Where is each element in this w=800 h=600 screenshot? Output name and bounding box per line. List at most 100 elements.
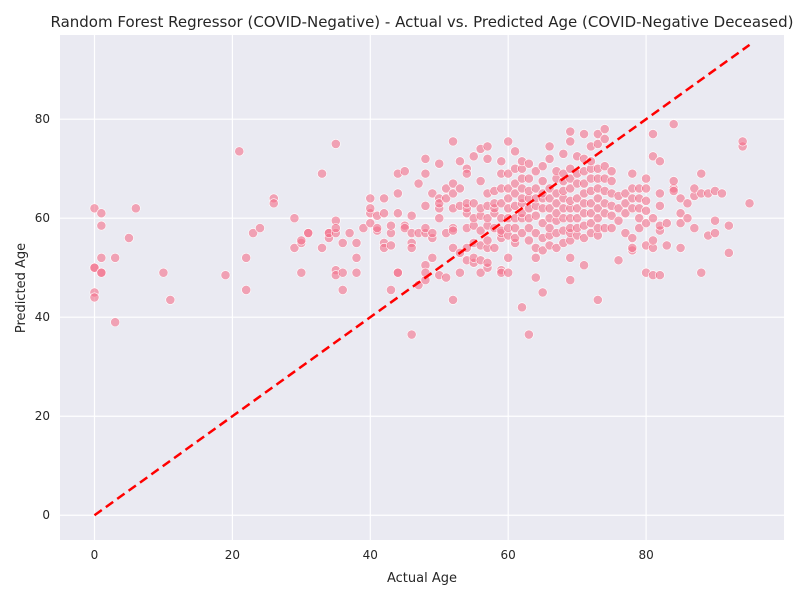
data-point [399, 223, 410, 233]
data-point [661, 240, 672, 251]
data-point [565, 136, 576, 147]
data-point [661, 218, 672, 229]
data-point [406, 210, 417, 221]
data-point [365, 218, 376, 229]
data-point [723, 247, 734, 258]
data-point [337, 285, 348, 295]
data-point [599, 124, 610, 134]
data-point [675, 193, 686, 204]
data-point [392, 188, 403, 199]
data-point [572, 193, 583, 204]
data-point [89, 292, 100, 303]
data-point [641, 183, 651, 194]
data-point [620, 228, 631, 238]
data-point [351, 238, 362, 248]
data-point [441, 272, 452, 283]
data-point [620, 198, 631, 209]
data-point [606, 176, 617, 186]
data-point [668, 119, 679, 130]
data-point [420, 200, 431, 211]
data-point [544, 141, 555, 152]
y-tick-label: 0 [42, 508, 50, 522]
data-point [503, 193, 514, 204]
data-point [330, 139, 341, 149]
data-point [448, 188, 458, 199]
data-point [668, 186, 679, 196]
data-point [613, 215, 624, 226]
data-point [420, 168, 431, 179]
data-point [461, 168, 472, 179]
data-point [551, 242, 562, 253]
data-point [503, 252, 514, 263]
data-point [165, 294, 176, 305]
data-point [386, 220, 396, 231]
data-point [448, 178, 458, 189]
data-point [723, 220, 734, 231]
data-point [406, 242, 417, 253]
data-point [503, 267, 514, 278]
data-point [420, 223, 431, 233]
data-point [268, 198, 279, 209]
data-point [448, 294, 458, 305]
data-point [255, 223, 265, 233]
x-tick-label: 0 [91, 548, 99, 562]
data-point [510, 223, 520, 233]
data-point [530, 166, 541, 177]
data-point [386, 240, 396, 251]
data-point [689, 183, 700, 194]
x-tick-label: 40 [363, 548, 378, 562]
data-point [710, 228, 720, 238]
data-point [392, 208, 403, 219]
data-point [565, 275, 576, 285]
data-point [110, 252, 121, 263]
data-point [365, 193, 376, 204]
data-point [627, 168, 638, 179]
data-point [358, 223, 369, 233]
data-point [510, 178, 520, 189]
data-point [606, 223, 617, 233]
data-point [303, 228, 314, 238]
y-tick-labels: 0 20 40 60 80 [35, 112, 50, 522]
data-point [654, 200, 665, 211]
y-tick-label: 80 [35, 112, 50, 126]
data-point [530, 272, 541, 283]
data-point [434, 158, 445, 169]
data-point [530, 183, 541, 194]
data-point [641, 195, 651, 206]
data-point [537, 245, 548, 256]
data-point [475, 225, 486, 236]
data-point [565, 252, 576, 263]
data-point [448, 242, 458, 253]
data-point [620, 188, 631, 199]
data-point [675, 208, 686, 219]
data-point [523, 173, 534, 184]
data-point [682, 198, 693, 209]
data-point [627, 233, 638, 243]
data-point [744, 198, 755, 209]
data-point [523, 329, 534, 340]
data-point [351, 267, 362, 278]
data-point [675, 218, 686, 229]
data-point [523, 235, 534, 246]
data-point [413, 178, 424, 189]
data-point [379, 208, 389, 219]
data-point [634, 223, 645, 233]
data-point [641, 173, 651, 184]
data-point [537, 287, 548, 298]
data-point [537, 161, 548, 172]
data-point [551, 208, 562, 219]
data-point [234, 146, 245, 157]
data-point [586, 208, 596, 219]
data-point [503, 136, 514, 147]
data-point [544, 203, 555, 214]
data-point [241, 285, 252, 295]
data-point [592, 203, 603, 214]
data-point [510, 146, 520, 157]
data-point [489, 242, 500, 253]
data-point [124, 233, 134, 243]
data-point [689, 223, 700, 233]
data-point [510, 188, 520, 199]
data-point [317, 242, 327, 253]
x-tick-labels: 0 20 40 60 80 [91, 548, 654, 562]
data-point [551, 198, 562, 209]
